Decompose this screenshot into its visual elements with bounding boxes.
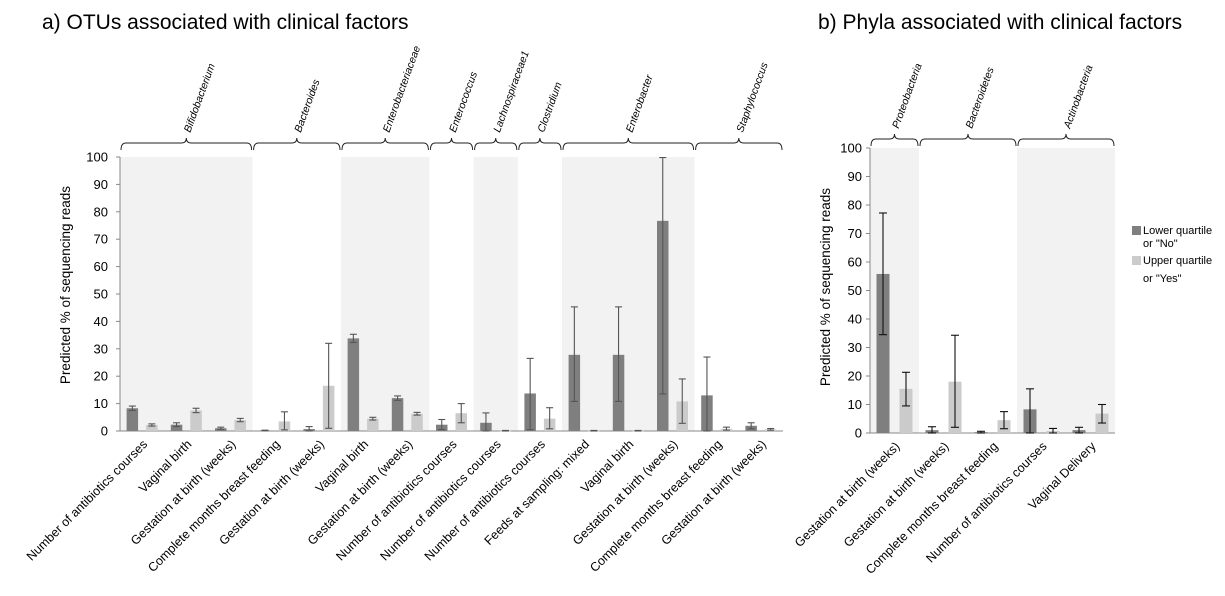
panel-a-group-bracket xyxy=(695,137,783,151)
legend-label-lower-line2: or "No" xyxy=(1143,238,1178,250)
panel-a-y-tick-label: 80 xyxy=(94,204,108,219)
panel-a-group-bracket xyxy=(562,137,695,151)
legend-swatch-lower xyxy=(1132,226,1141,235)
panel-a-y-tick-label: 90 xyxy=(94,177,108,192)
panel-a-y-tick-label: 40 xyxy=(94,314,108,329)
panel-a-group-shade xyxy=(473,157,518,431)
panel-a-bar-lower xyxy=(391,398,404,431)
panel-b-y-tick-label: 80 xyxy=(848,198,862,213)
panel-a-y-tick-label: 20 xyxy=(94,369,108,384)
panel-b-group-label: Proteobacteria xyxy=(890,62,925,130)
panel-a-group-label: Enterobacter xyxy=(624,73,656,134)
legend-label-upper-line2: or "Yes" xyxy=(1143,273,1182,285)
panel-b-group-bracket xyxy=(919,133,1017,147)
panel-b-y-tick-label: 100 xyxy=(840,141,862,156)
panel-b-y-tick-label: 0 xyxy=(855,426,862,441)
panel-b-group-label: Actinobacteria xyxy=(1061,63,1095,131)
panel-a-group-label: Bacteroides xyxy=(292,77,322,134)
panel-a-chart: Bifidobacterium Bacteroides Enterobacteria… xyxy=(24,44,783,575)
panel-b-chart: Proteobacteria Bacteroidetes Actinobacteri… xyxy=(792,62,1115,577)
panel-a-category-label: Number of antibiotics courses xyxy=(24,437,150,563)
panel-a-y-tick-label: 100 xyxy=(86,150,108,165)
panel-b-y-tick-label: 50 xyxy=(848,283,862,298)
panel-a-group-bracket xyxy=(341,137,429,151)
panel-a-y-tick-label: 60 xyxy=(94,259,108,274)
panel-a-group-label: Bifidobacterium xyxy=(182,62,218,134)
panel-a-group-label: Clostridium xyxy=(535,80,564,134)
panel-a-group-bracket xyxy=(253,137,341,151)
legend-label-lower-line1: Lower quartile xyxy=(1143,225,1212,237)
panel-a-y-tick-label: 10 xyxy=(94,396,108,411)
panel-a-bar-lower xyxy=(347,338,360,431)
panel-a-title: a) OTUs associated with clinical factors xyxy=(42,11,408,34)
panel-a-bar-lower xyxy=(126,408,139,431)
panel-a-group-label: Lachnospiraceae1 xyxy=(491,49,532,134)
panel-a-group-label: Staphylococcus xyxy=(734,60,771,134)
panel-b-group-bracket xyxy=(870,133,919,147)
panel-a-group-label: Enterococcus xyxy=(447,69,480,134)
panel-b-group-label: Bacteroidetes xyxy=(964,65,997,130)
panel-a-group-shade xyxy=(120,157,253,431)
panel-a-group-bracket xyxy=(429,137,474,151)
panel-b-title: b) Phyla associated with clinical factor… xyxy=(818,11,1182,34)
legend: Lower quartile or "No" Upper quartile or… xyxy=(1132,225,1212,285)
panel-b-y-tick-label: 30 xyxy=(848,340,862,355)
panel-a-y-tick-label: 70 xyxy=(94,232,108,247)
panel-a-bar-upper xyxy=(411,413,423,431)
panel-a-bar-upper xyxy=(367,418,379,431)
panel-a-group-shade xyxy=(562,157,695,431)
panel-a-y-tick-label: 30 xyxy=(94,341,108,356)
panel-b-y-axis-label: Predicted % of sequencing reads xyxy=(818,188,833,386)
panel-a-bar-upper xyxy=(146,424,158,431)
panel-a-y-tick-label: 0 xyxy=(101,424,108,439)
panel-b-y-tick-label: 90 xyxy=(848,169,862,184)
panel-b-y-tick-label: 40 xyxy=(848,312,862,327)
panel-b-y-tick-label: 20 xyxy=(848,369,862,384)
panel-a-y-tick-label: 50 xyxy=(94,287,108,302)
legend-swatch-upper xyxy=(1132,256,1141,265)
panel-b-bar-lower xyxy=(876,273,890,433)
panel-a-bar-upper xyxy=(190,410,202,431)
panel-b-bar-upper xyxy=(899,388,913,433)
legend-label-upper-line1: Upper quartile xyxy=(1143,255,1212,267)
panel-b-y-tick-label: 70 xyxy=(848,226,862,241)
panel-a-bar-lower xyxy=(170,424,183,431)
panel-a-group-bracket xyxy=(518,137,562,151)
panel-b-y-tick-label: 10 xyxy=(848,397,862,412)
panel-a-group-bracket xyxy=(120,137,253,151)
panel-a-bar-upper xyxy=(234,420,246,431)
panel-a-y-axis-label: Predicted % of sequencing reads xyxy=(58,186,73,384)
panel-b-group-bracket xyxy=(1017,133,1115,147)
panel-a-group-bracket xyxy=(474,137,518,151)
panel-b-group-shade xyxy=(1017,148,1115,433)
panel-b-y-tick-label: 60 xyxy=(848,255,862,270)
panel-a-group-label: Enterobacteriaceae xyxy=(381,44,423,134)
